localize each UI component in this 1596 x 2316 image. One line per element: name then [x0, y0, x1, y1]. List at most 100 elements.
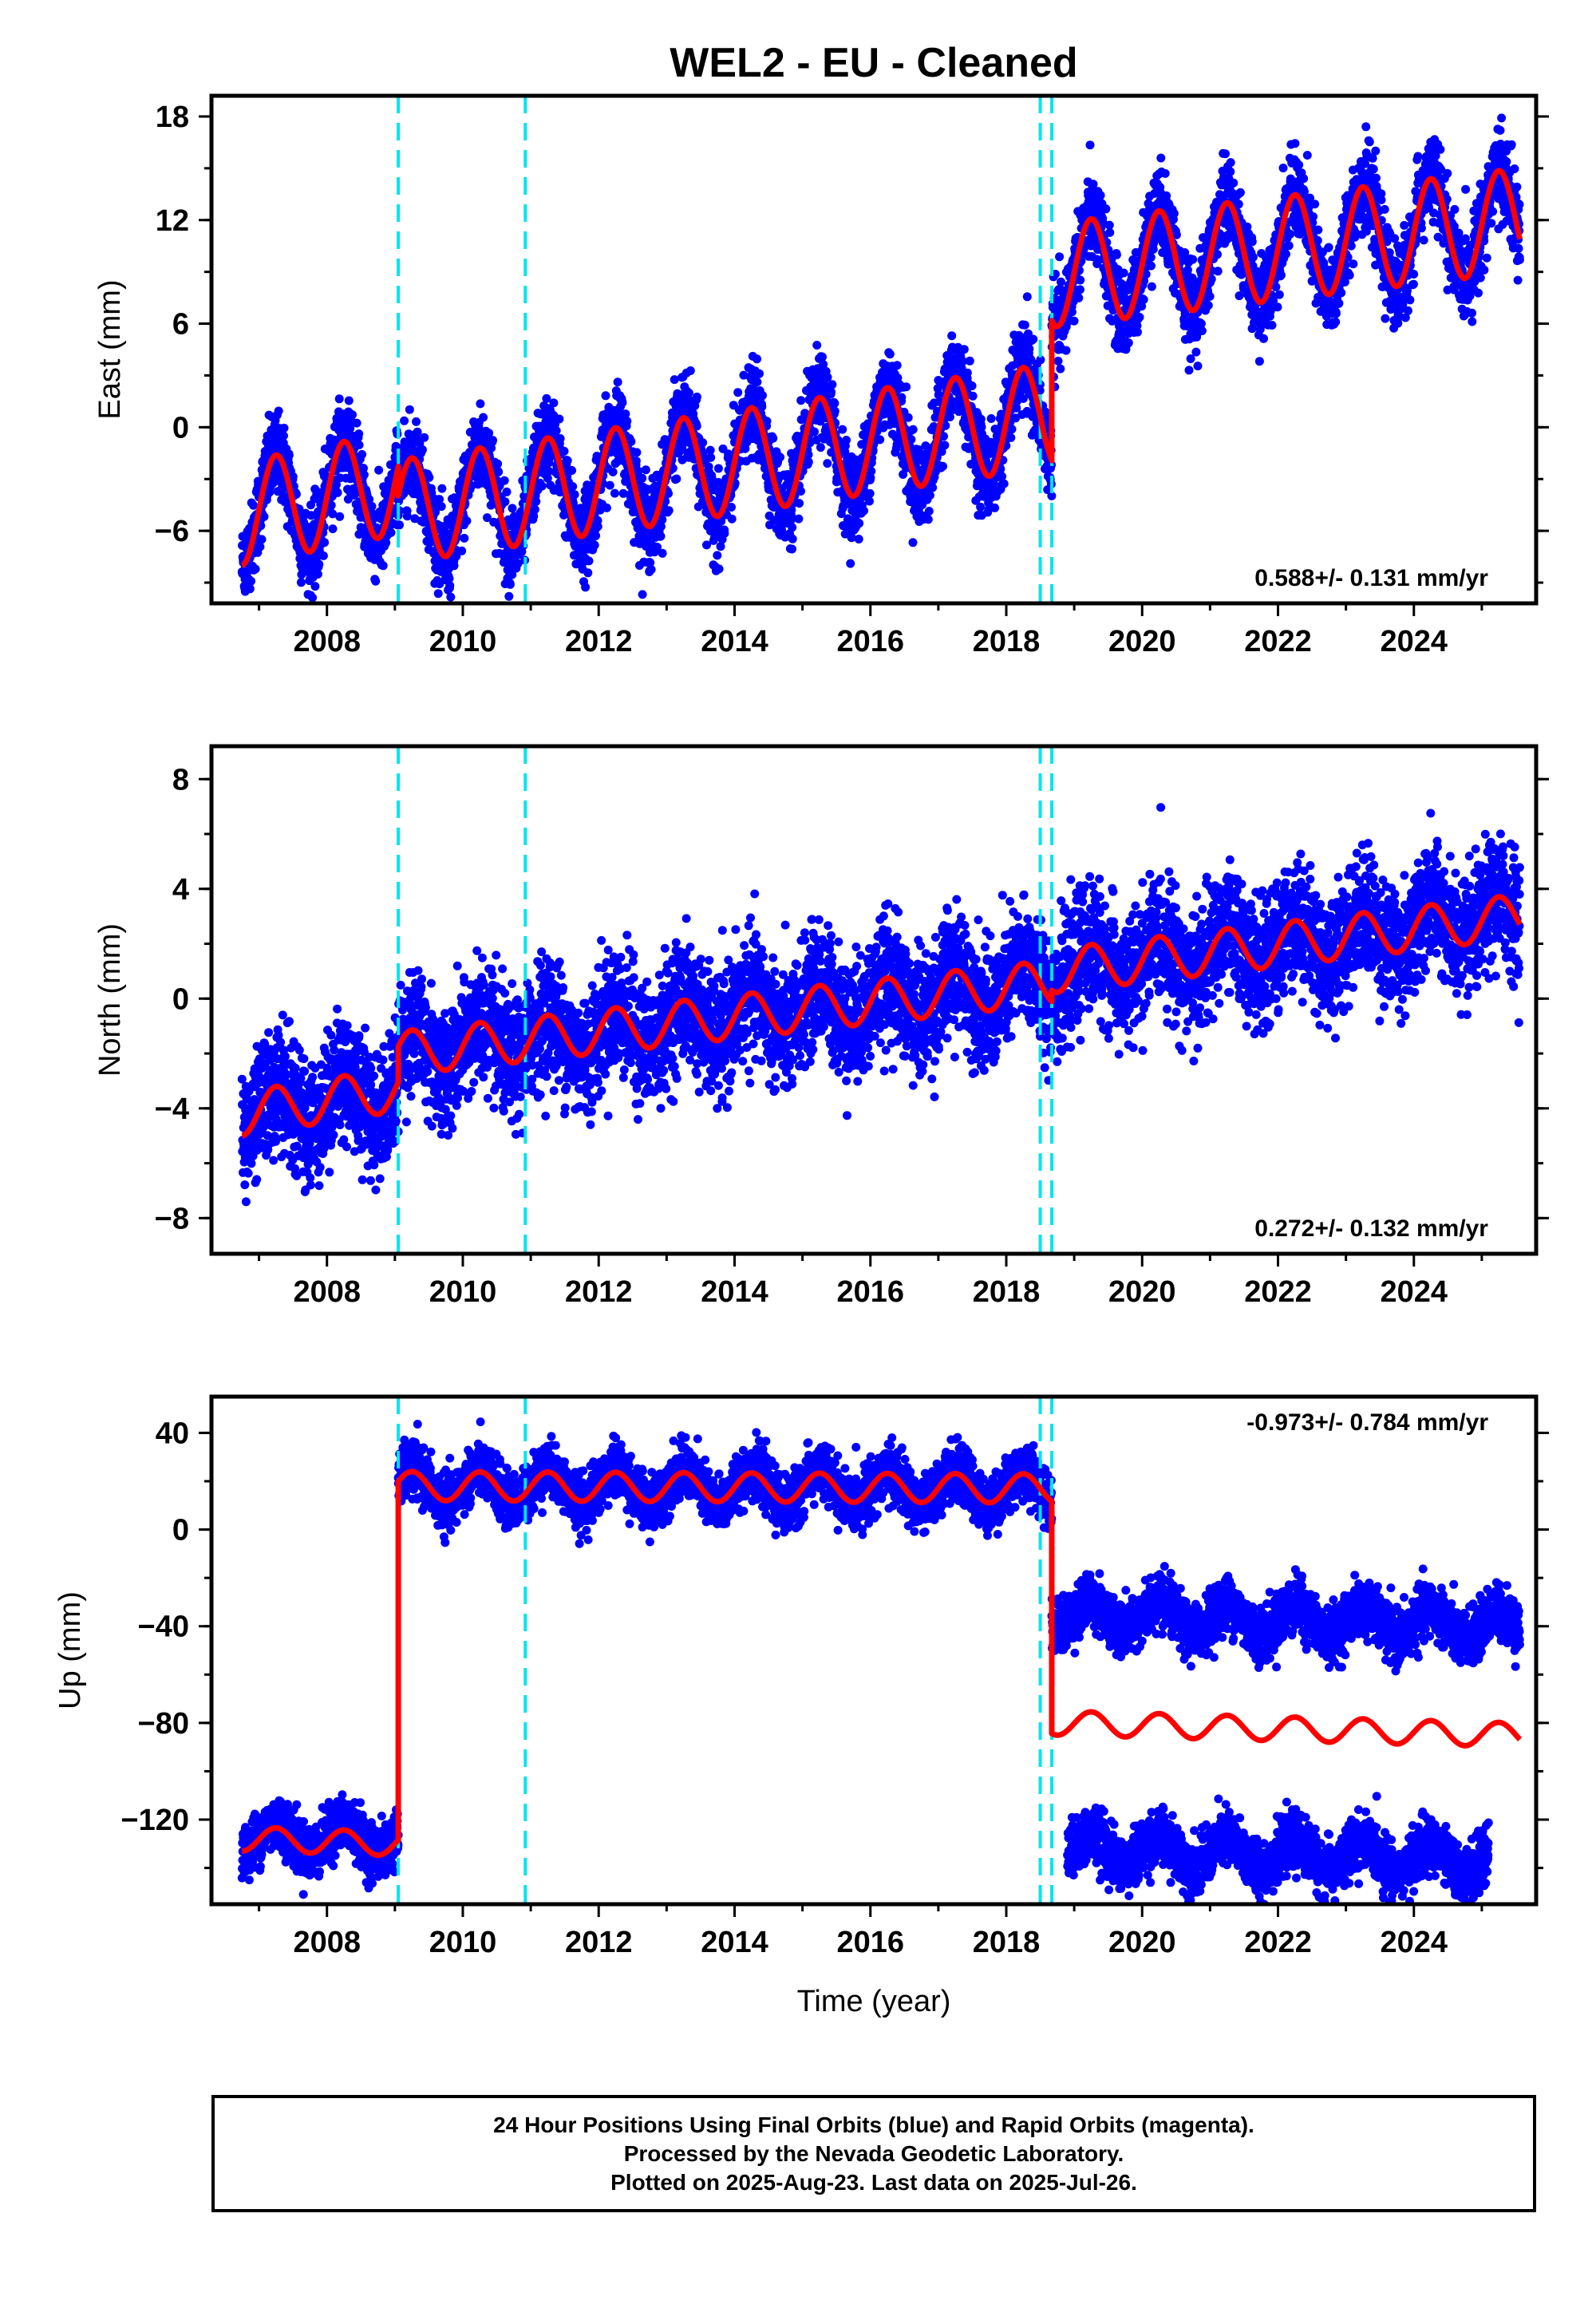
data-point — [326, 500, 336, 510]
data-point — [753, 354, 761, 364]
data-point — [1085, 140, 1095, 150]
data-point — [605, 480, 614, 490]
data-point — [902, 382, 911, 392]
data-point — [476, 399, 485, 409]
data-point — [758, 390, 767, 400]
data-point — [425, 537, 435, 546]
data-point — [1147, 282, 1156, 291]
data-point — [720, 528, 729, 538]
data-point — [1020, 320, 1029, 330]
data-point — [1139, 294, 1148, 304]
data-point — [549, 398, 559, 408]
data-point — [531, 496, 541, 506]
data-point — [885, 350, 895, 359]
data-point — [846, 559, 855, 568]
data-point — [255, 542, 265, 551]
data-point — [823, 459, 832, 468]
data-point — [867, 466, 876, 476]
data-point — [698, 438, 708, 448]
data-point — [493, 459, 503, 468]
data-point — [818, 352, 827, 362]
data-point — [1112, 250, 1121, 259]
data-point — [417, 445, 427, 454]
data-point — [1022, 292, 1032, 302]
data-point — [706, 453, 716, 462]
data-point — [568, 482, 578, 492]
data-point — [646, 565, 656, 575]
data-point — [1029, 334, 1038, 344]
data-point — [433, 589, 443, 599]
data-point — [1061, 346, 1071, 355]
data-point — [1133, 327, 1142, 337]
data-point — [1160, 168, 1170, 178]
data-point — [965, 356, 974, 366]
data-point — [727, 514, 737, 524]
data-point — [247, 576, 255, 586]
data-point — [613, 377, 622, 387]
data-point — [768, 433, 778, 443]
data-point — [776, 453, 785, 462]
data-point — [378, 561, 388, 571]
data-point — [279, 423, 289, 433]
data-point — [460, 533, 469, 543]
data-point — [804, 457, 813, 467]
data-point — [335, 512, 345, 521]
data-point — [1074, 293, 1084, 302]
data-point — [488, 436, 497, 445]
data-point — [494, 467, 504, 476]
data-point — [865, 496, 874, 506]
data-point — [903, 413, 913, 422]
data-point — [318, 551, 328, 560]
data-point — [1057, 277, 1065, 287]
data-point — [842, 436, 851, 445]
data-point — [371, 576, 381, 586]
data-point — [755, 369, 764, 378]
data-point — [621, 409, 630, 419]
data-point — [601, 391, 610, 401]
data-point — [530, 504, 539, 514]
data-point — [1156, 153, 1166, 163]
data-point — [753, 377, 762, 387]
data-point — [1056, 364, 1065, 373]
data-point — [1135, 313, 1144, 322]
data-point — [622, 417, 632, 426]
data-point — [859, 506, 868, 516]
data-point — [333, 488, 342, 497]
data-point — [908, 425, 918, 434]
data-point — [1119, 268, 1128, 278]
data-point — [500, 476, 509, 485]
data-point — [1076, 275, 1085, 285]
data-point — [631, 456, 641, 466]
data-point — [925, 491, 934, 500]
data-point — [602, 503, 611, 512]
data-point — [641, 465, 650, 475]
data-point — [279, 431, 288, 441]
data-point — [1076, 285, 1084, 294]
data-point — [446, 592, 456, 602]
data-point — [999, 479, 1009, 488]
data-point — [968, 391, 978, 401]
data-point — [328, 509, 338, 519]
data-point — [610, 488, 619, 498]
data-point — [504, 591, 514, 601]
data-point — [563, 456, 572, 465]
plot-area — [237, 96, 1524, 603]
data-point — [810, 427, 819, 437]
data-point — [632, 448, 642, 457]
data-point — [796, 487, 805, 496]
data-point — [320, 538, 330, 547]
data-point — [435, 495, 444, 504]
data-point — [334, 394, 344, 404]
data-point — [685, 366, 695, 375]
data-point — [274, 406, 283, 416]
data-point — [875, 435, 885, 445]
data-point — [976, 414, 986, 424]
data-point — [348, 410, 357, 420]
data-point — [457, 546, 467, 555]
data-point — [608, 467, 618, 476]
data-point — [308, 593, 318, 603]
data-point — [618, 488, 628, 498]
data-point — [555, 434, 565, 443]
data-point — [796, 396, 806, 405]
